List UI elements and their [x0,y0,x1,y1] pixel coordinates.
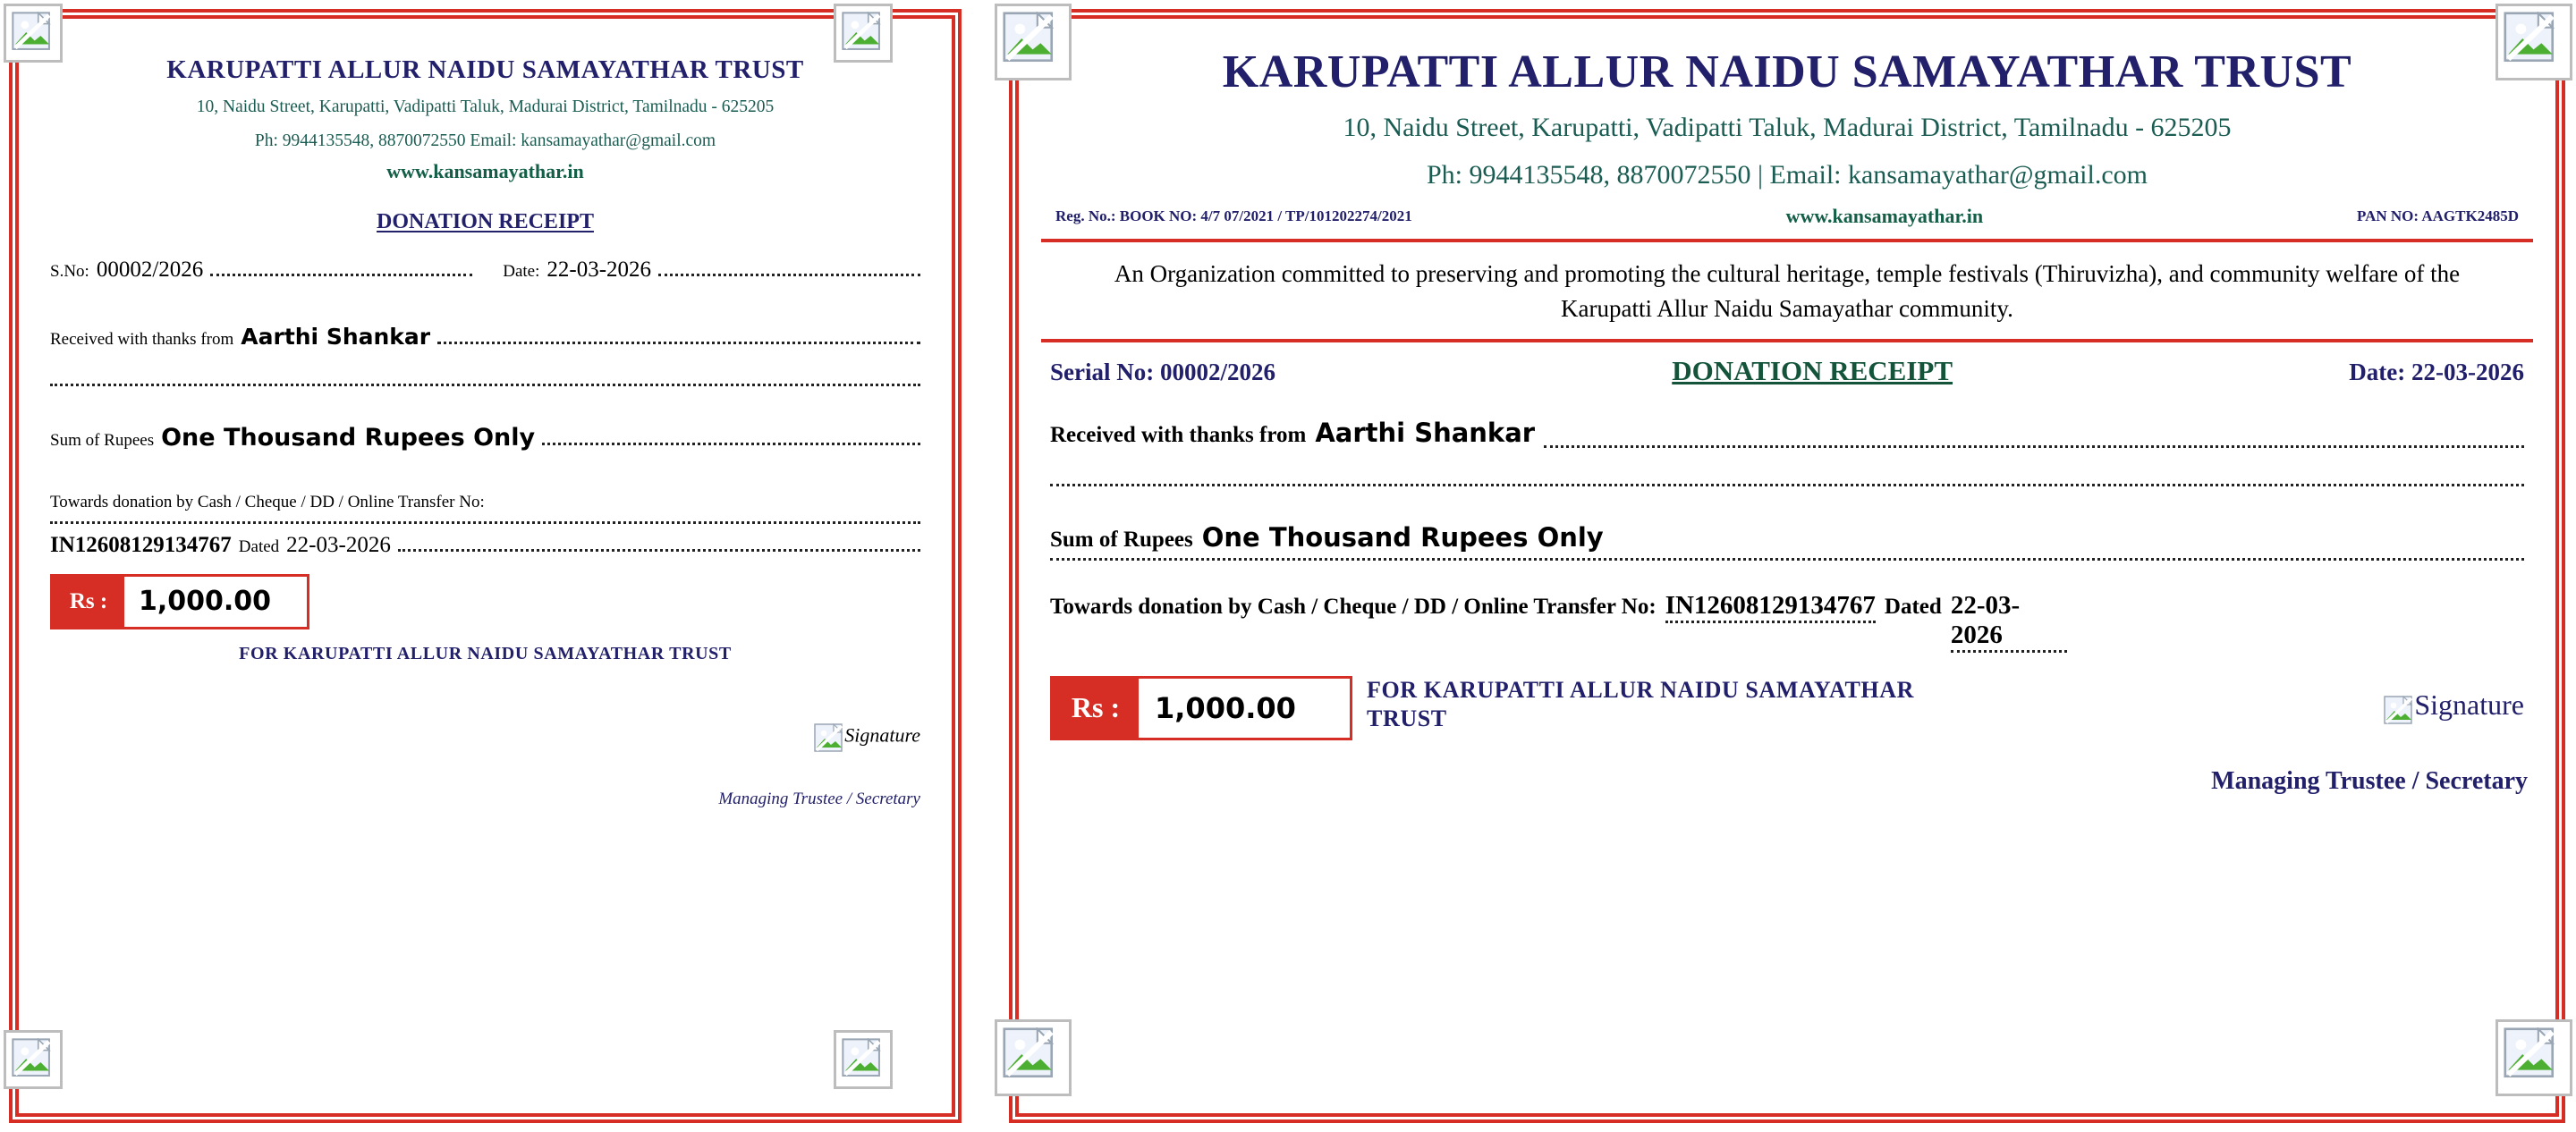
received-from-row-left: Received with thanks from Aarthi Shankar [50,324,920,350]
divider-top [1041,238,2533,242]
date-label-right: Date: [2349,358,2406,385]
signature-area-right: Signature [2384,688,2524,726]
received-from-row-right: Received with thanks from Aarthi Shankar [1039,418,2535,448]
dated-value-right[interactable]: 22-03-2026 [1950,591,2067,653]
trustee-label-right: Managing Trustee / Secretary [2211,766,2528,795]
date-dotted-line-left [658,273,920,276]
broken-image-icon-top-left-1 [4,4,63,63]
sum-row-right: Sum of Rupees One Thousand Rupees Only [1039,522,2535,553]
transfer-no-left[interactable]: IN12608129134767 [50,532,232,557]
sum-value-left[interactable]: One Thousand Rupees Only [161,423,536,452]
serial-value-right: 00002/2026 [1159,358,1275,385]
broken-image-icon-top-left-2 [834,4,893,63]
serial-title-date-row: Serial No: 00002/2026 DONATION RECEIPT D… [1039,355,2535,387]
serial-value-left[interactable]: 00002/2026 [96,257,204,282]
towards-label-right: Towards donation by Cash / Cheque / DD /… [1050,594,1657,619]
divider-bottom [1041,338,2533,342]
date-value-left[interactable]: 22-03-2026 [547,257,652,282]
received-value-left[interactable]: Aarthi Shankar [241,323,431,350]
donation-receipt-compact: KARUPATTI ALLUR NAIDU SAMAYATHAR TRUST 1… [9,9,962,1123]
sum-label-left: Sum of Rupees [50,430,155,450]
org-website-left: www.kansamayathar.in [386,159,584,182]
amount-value-left[interactable]: 1,000.00 [124,576,307,627]
org-contact-right: Ph: 9944135548, 8870072550 | Email: kans… [1426,160,2148,190]
sum-row-left: Sum of Rupees One Thousand Rupees Only [50,424,920,452]
org-title-right: KARUPATTI ALLUR NAIDU SAMAYATHAR TRUST [1222,46,2352,97]
org-website-right: www.kansamayathar.in [1785,204,1984,227]
date-label-left: Date: [503,261,540,281]
towards-row-right: Towards donation by Cash / Cheque / DD /… [1039,591,2535,653]
registration-row: Reg. No.: BOOK NO: 4/7 07/2021 / TP/1012… [1039,205,2535,228]
for-trust-left: FOR KARUPATTI ALLUR NAIDU SAMAYATHAR TRU… [239,643,732,663]
received-value-right[interactable]: Aarthi Shankar [1315,417,1536,448]
serial-no-right[interactable]: Serial No: 00002/2026 [1050,359,1275,386]
dated-dotted-line-left [397,548,920,552]
signature-area-left: Signature [50,722,920,754]
sum-dotted-line-left [542,442,920,445]
broken-image-icon-bottom-left-2 [834,1030,893,1089]
broken-image-icon-top-right-1 [995,4,1072,80]
for-trust-right: FOR KARUPATTI ALLUR NAIDU SAMAYATHAR TRU… [1367,676,1914,732]
trustee-label-left: Managing Trustee / Secretary [718,789,920,808]
signature-label-right: Signature [2414,688,2524,721]
org-title-left: KARUPATTI ALLUR NAIDU SAMAYATHAR TRUST [166,55,804,84]
received-dotted-line-right [1544,444,2524,448]
sum-dotted-line-right [1050,557,2524,561]
received-label-left: Received with thanks from [50,329,234,349]
serial-date-row-left: S.No: 00002/2026 Date: 22-03-2026 [50,258,920,283]
receipt-title-right: DONATION RECEIPT [1672,354,1953,386]
towards-dotted-line-left [50,520,920,524]
date-value-right: 22-03-2026 [2411,358,2524,385]
received-dotted-line2-left [50,383,920,386]
serial-label-left: S.No: [50,261,89,281]
dated-label-left: Dated [238,536,280,556]
receipt-title-left: DONATION RECEIPT [377,209,594,233]
amount-value-right[interactable]: 1,000.00 [1139,678,1350,738]
towards-row-left: Towards donation by Cash / Cheque / DD /… [50,493,920,512]
reg-no-label: Reg. No.: BOOK NO: 4/7 07/2021 / TP/1012… [1055,207,1412,224]
amount-signature-row: Rs : 1,000.00 FOR KARUPATTI ALLUR NAIDU … [1039,675,2535,740]
transfer-row-left: IN12608129134767 Dated 22-03-2026 [50,533,920,558]
rs-label-right: Rs : [1071,691,1121,724]
serial-label-right: Serial No: [1050,358,1155,385]
broken-image-icon [2384,695,2414,726]
received-dotted-line2-right [1050,483,2524,486]
broken-image-icon-bottom-left-1 [4,1030,63,1089]
broken-image-icon-top-right-2 [2496,4,2572,80]
received-label-right: Received with thanks from [1050,422,1307,447]
amount-box-right[interactable]: Rs : 1,000.00 [1050,675,1352,740]
dated-value-left[interactable]: 22-03-2026 [286,532,391,557]
broken-image-icon [814,722,844,754]
broken-image-icon-bottom-right-2 [2496,1019,2572,1096]
towards-label-left: Towards donation by Cash / Cheque / DD /… [50,492,485,511]
org-address-right: 10, Naidu Street, Karupatti, Vadipatti T… [1343,112,2232,142]
org-contact-left: Ph: 9944135548, 8870072550 Email: kansam… [254,131,716,151]
date-right[interactable]: Date: 22-03-2026 [2349,359,2524,386]
sum-value-right[interactable]: One Thousand Rupees Only [1201,521,1604,553]
signature-label-left: Signature [844,723,920,747]
dated-label-right: Dated [1884,594,1942,619]
received-dotted-line-left [437,341,920,344]
rs-label-left: Rs : [69,588,108,613]
org-mission-statement: An Organization committed to preserving … [1114,259,2461,322]
sum-label-right: Sum of Rupees [1050,527,1193,552]
transfer-no-right[interactable]: IN12608129134767 [1665,591,1876,623]
donation-receipt-detailed: KARUPATTI ALLUR NAIDU SAMAYATHAR TRUST 1… [1009,9,2565,1123]
amount-box-left[interactable]: Rs : 1,000.00 [50,573,309,629]
org-address-left: 10, Naidu Street, Karupatti, Vadipatti T… [196,97,775,116]
pan-no-label: PAN NO: AAGTK2485D [2356,207,2519,224]
serial-dotted-line-left [210,273,473,276]
broken-image-icon-bottom-right-1 [995,1019,1072,1096]
